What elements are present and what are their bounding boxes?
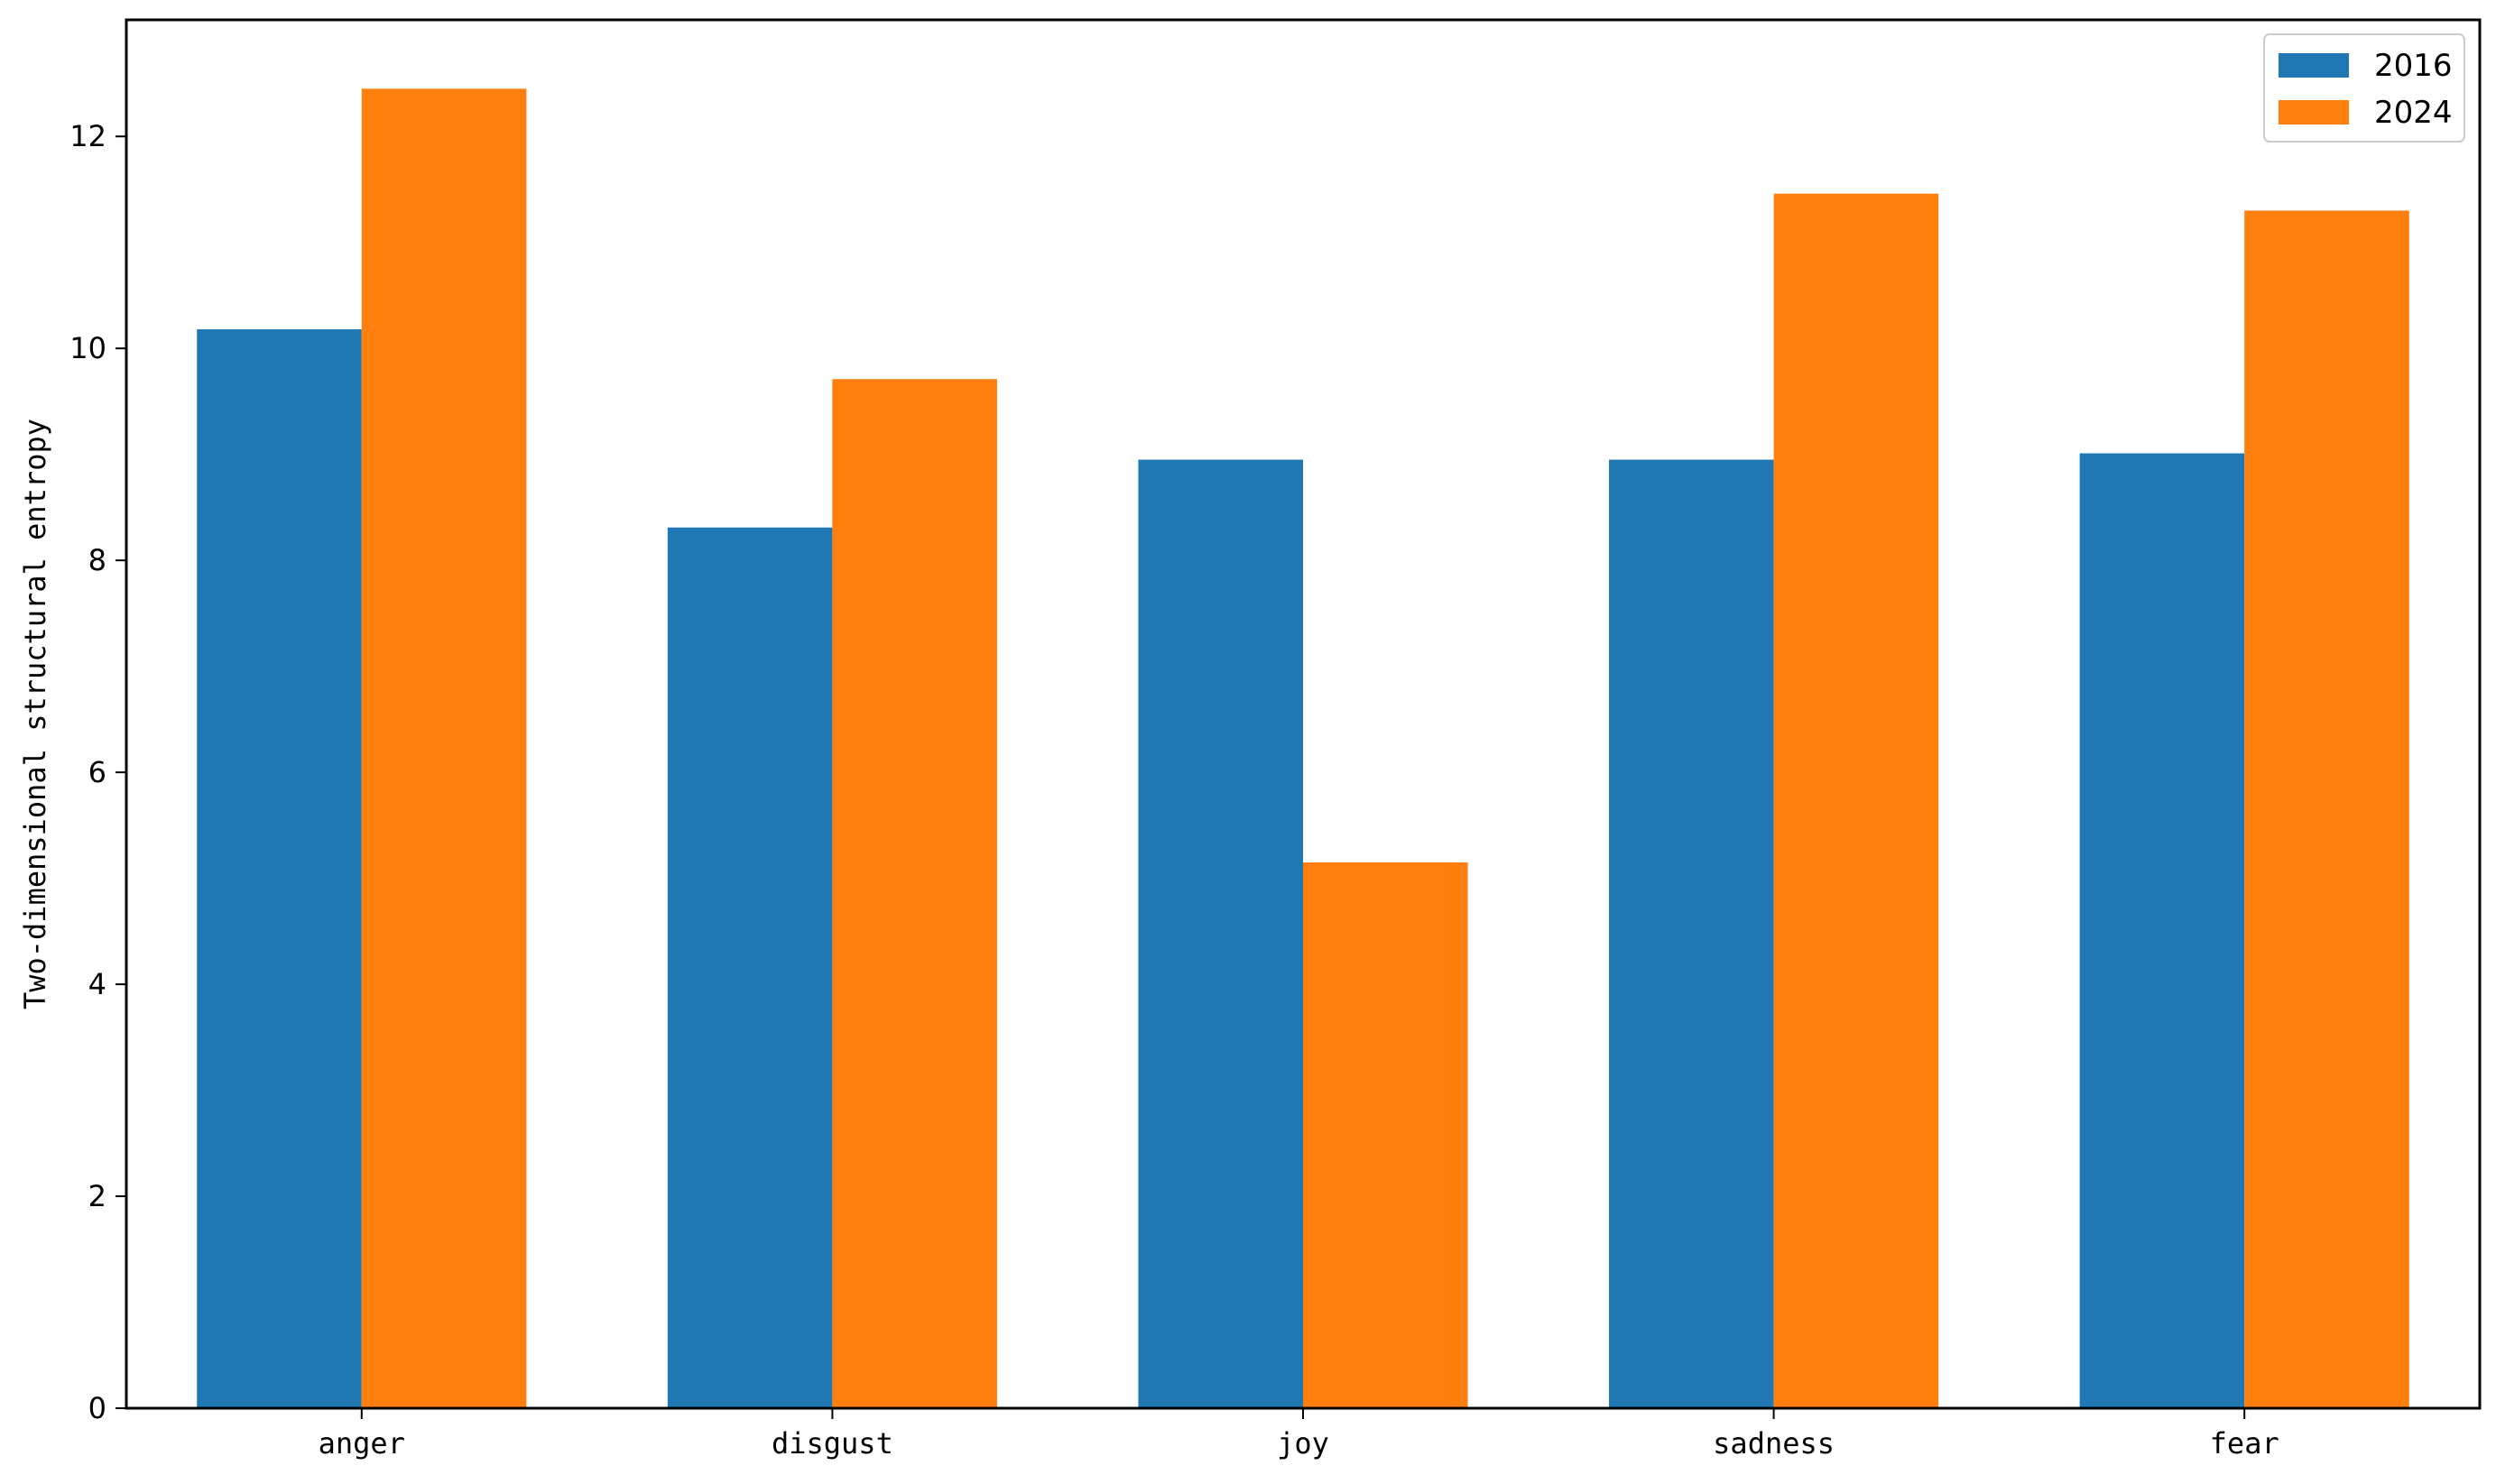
legend-swatch-2016: [2279, 53, 2349, 78]
bar-sadness-2024: [1773, 193, 1939, 1408]
x-tick-label-sadness: sadness: [1713, 1426, 1835, 1461]
x-tick-label-anger: anger: [319, 1426, 405, 1461]
bar-fear-2016: [2079, 453, 2245, 1408]
y-axis: 0 2 4 6 8 10 12: [69, 119, 126, 1425]
y-tick-label: 0: [88, 1391, 106, 1425]
bar-disgust-2016: [667, 527, 833, 1408]
legend-label-2024: 2024: [2374, 95, 2453, 131]
legend-swatch-2024: [2279, 100, 2349, 124]
legend: 2016 2024: [2263, 33, 2465, 143]
bar-anger-2016: [197, 329, 362, 1408]
bar-anger-2024: [361, 88, 527, 1409]
bar-joy-2024: [1303, 862, 1468, 1408]
bars-layer: [197, 88, 2409, 1409]
y-tick-label: 10: [69, 331, 106, 365]
bar-disgust-2024: [832, 379, 997, 1409]
x-tick-label-fear: fear: [2210, 1426, 2279, 1461]
y-tick-label: 2: [88, 1179, 106, 1213]
x-axis: anger disgust joy sadness fear: [319, 1408, 2279, 1461]
y-tick-label: 4: [88, 967, 106, 1001]
y-tick-label: 8: [88, 543, 106, 577]
x-tick-label-joy: joy: [1277, 1426, 1329, 1461]
bar-fear-2024: [2244, 210, 2409, 1408]
bar-joy-2016: [1138, 459, 1303, 1409]
y-tick-label: 6: [88, 755, 106, 789]
legend-label-2016: 2016: [2374, 48, 2453, 84]
y-axis-title: Two-dimensional structural entropy: [18, 419, 52, 1009]
x-tick-label-disgust: disgust: [772, 1426, 893, 1461]
bar-sadness-2016: [1609, 459, 1774, 1409]
y-tick-label: 12: [69, 119, 106, 153]
